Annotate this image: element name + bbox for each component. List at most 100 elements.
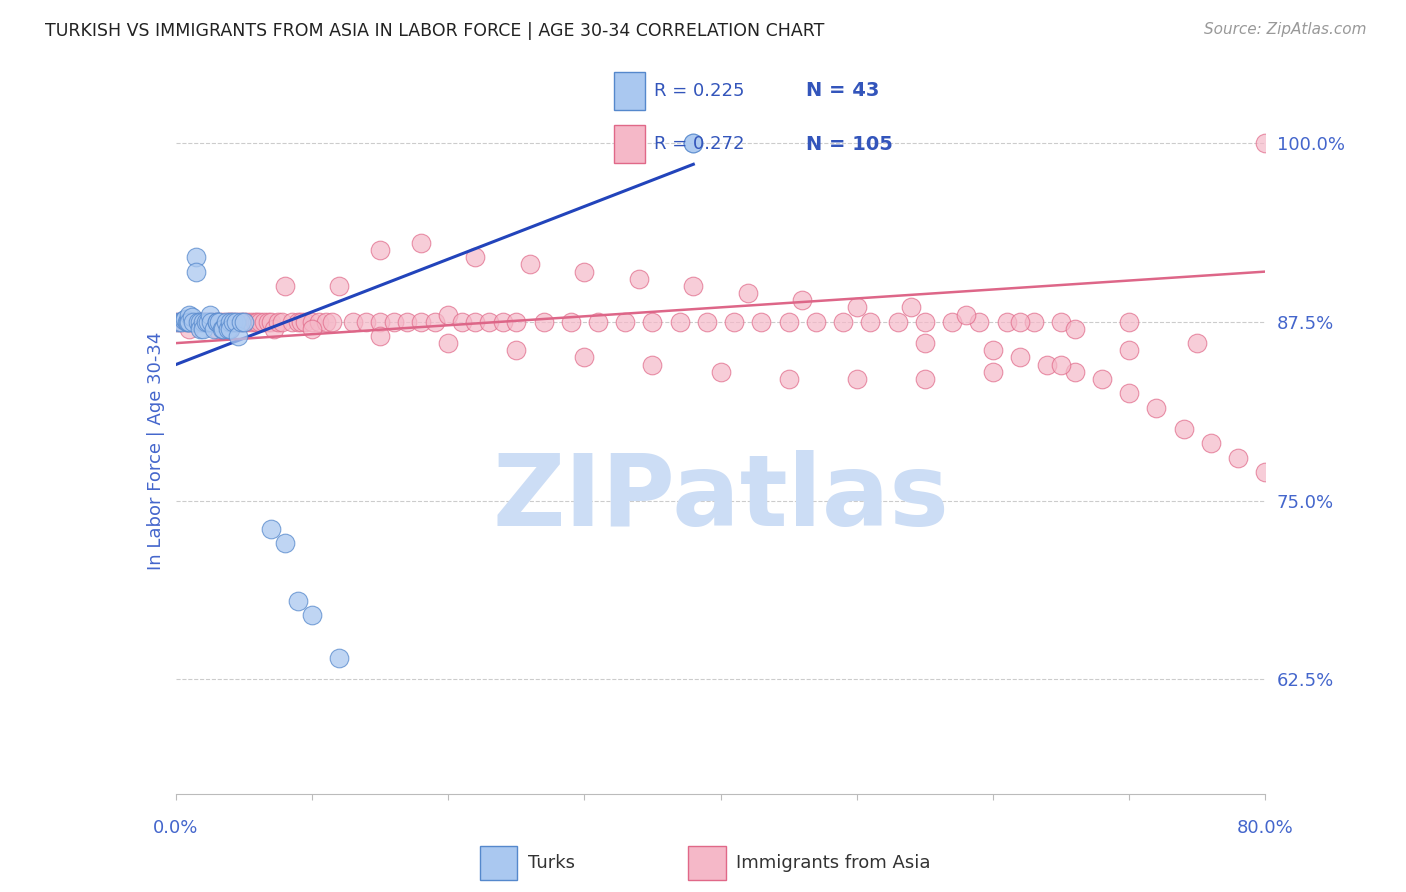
Point [1118, 315, 1140, 329]
Point [450, 315, 472, 329]
Point [170, 315, 193, 329]
Text: R = 0.225: R = 0.225 [654, 82, 745, 100]
Point [1050, 315, 1073, 329]
Point [328, 279, 350, 293]
Point [1036, 358, 1059, 372]
Point [165, 315, 187, 329]
Point [186, 315, 209, 329]
Point [271, 315, 294, 329]
Point [177, 315, 200, 329]
Point [222, 315, 245, 329]
Point [1010, 315, 1032, 329]
Point [198, 315, 221, 329]
Point [257, 315, 280, 329]
Point [232, 315, 254, 329]
Point [1254, 465, 1277, 479]
Point [627, 271, 650, 285]
Point [225, 315, 247, 329]
Point [179, 322, 201, 336]
Point [1173, 422, 1195, 436]
Point [437, 308, 460, 322]
Point [169, 315, 191, 329]
Point [287, 315, 309, 329]
Bar [614, 126, 645, 162]
Point [368, 243, 391, 257]
Point [179, 315, 201, 329]
Point [239, 315, 262, 329]
Point [1118, 386, 1140, 401]
Point [205, 322, 228, 336]
Point [1227, 450, 1250, 465]
Point [294, 315, 316, 329]
Point [188, 315, 211, 329]
Point [253, 315, 276, 329]
Point [845, 301, 868, 315]
Bar [479, 846, 517, 880]
Bar [614, 72, 645, 110]
Point [941, 315, 963, 329]
Point [1050, 358, 1073, 372]
Point [682, 279, 704, 293]
Point [246, 315, 269, 329]
Point [243, 315, 266, 329]
Point [464, 250, 486, 264]
Point [710, 365, 733, 379]
Point [778, 372, 800, 386]
Point [586, 315, 609, 329]
Point [176, 315, 198, 329]
Point [1022, 315, 1045, 329]
Point [186, 315, 208, 329]
Point [290, 315, 312, 329]
Point [183, 315, 205, 329]
Point [191, 315, 214, 329]
Point [574, 264, 596, 278]
Text: ZIPatlas: ZIPatlas [492, 450, 949, 547]
Point [737, 286, 759, 301]
Point [301, 322, 323, 336]
Text: N = 43: N = 43 [806, 81, 879, 101]
Point [409, 315, 432, 329]
Point [212, 315, 235, 329]
Point [194, 315, 217, 329]
Point [186, 250, 208, 264]
Text: TURKISH VS IMMIGRANTS FROM ASIA IN LABOR FORCE | AGE 30-34 CORRELATION CHART: TURKISH VS IMMIGRANTS FROM ASIA IN LABOR… [45, 22, 824, 40]
Point [208, 315, 231, 329]
Bar [689, 846, 725, 880]
Point [179, 308, 201, 322]
Point [682, 136, 704, 150]
Point [301, 315, 323, 329]
Point [914, 315, 936, 329]
Point [1144, 401, 1167, 415]
Point [668, 315, 690, 329]
Point [219, 322, 242, 336]
Point [188, 322, 211, 336]
Point [342, 315, 364, 329]
Text: 0.0%: 0.0% [153, 819, 198, 837]
Point [315, 315, 337, 329]
Point [231, 315, 253, 329]
Point [696, 315, 718, 329]
Point [955, 308, 977, 322]
Text: Turks: Turks [529, 854, 575, 872]
Point [641, 315, 664, 329]
Point [217, 322, 239, 336]
Point [723, 315, 745, 329]
Point [222, 315, 245, 329]
Point [174, 311, 197, 326]
Point [914, 372, 936, 386]
Point [274, 279, 297, 293]
Point [217, 315, 239, 329]
Point [614, 315, 637, 329]
Point [205, 315, 228, 329]
Point [186, 264, 208, 278]
Point [179, 315, 201, 329]
Point [505, 315, 527, 329]
Point [194, 315, 217, 329]
Point [1199, 436, 1222, 450]
Point [191, 315, 214, 329]
Point [533, 315, 555, 329]
Point [519, 257, 541, 271]
Point [1091, 372, 1114, 386]
Point [249, 315, 271, 329]
Text: R = 0.272: R = 0.272 [654, 135, 745, 153]
